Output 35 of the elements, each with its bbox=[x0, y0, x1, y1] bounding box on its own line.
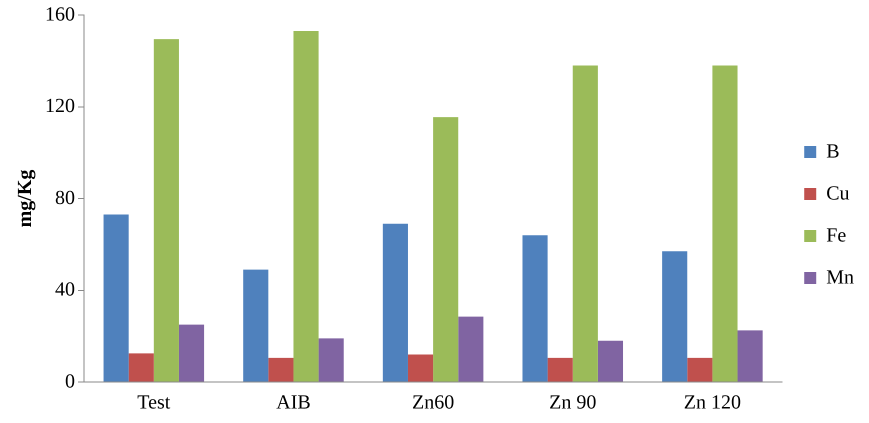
y-axis-title: mg/Kg bbox=[14, 170, 36, 228]
bar bbox=[178, 324, 204, 382]
x-tick-label: Zn 90 bbox=[549, 391, 596, 414]
bar bbox=[408, 354, 434, 382]
bar bbox=[128, 353, 154, 382]
y-tick-label: 0 bbox=[65, 370, 75, 392]
bar bbox=[268, 358, 294, 382]
x-tick-label: AIB bbox=[276, 391, 311, 414]
bar bbox=[712, 65, 738, 382]
x-tick-label: Zn60 bbox=[412, 391, 454, 414]
bar bbox=[662, 251, 688, 382]
bar bbox=[572, 65, 598, 382]
x-tick-label: Test bbox=[137, 391, 171, 414]
bar bbox=[433, 117, 458, 382]
bar bbox=[738, 330, 763, 382]
bar bbox=[243, 270, 268, 382]
bar bbox=[154, 39, 179, 382]
bar bbox=[293, 31, 319, 382]
bar bbox=[104, 214, 129, 382]
bar bbox=[548, 358, 573, 382]
legend-label: Cu bbox=[826, 182, 850, 204]
bar bbox=[318, 338, 344, 382]
y-tick-label: 160 bbox=[45, 3, 75, 26]
bar bbox=[382, 224, 408, 382]
bar bbox=[687, 358, 712, 382]
bar bbox=[522, 235, 548, 382]
legend-label: Mn bbox=[826, 266, 854, 288]
legend-label: B bbox=[826, 140, 840, 162]
x-tick-label: Zn 120 bbox=[684, 391, 742, 414]
y-tick-label: 80 bbox=[55, 186, 75, 209]
y-tick-label: 40 bbox=[55, 278, 75, 300]
bar bbox=[458, 316, 484, 382]
legend-label: Fe bbox=[826, 224, 846, 246]
bar bbox=[598, 340, 624, 382]
y-tick-label: 120 bbox=[45, 95, 75, 117]
